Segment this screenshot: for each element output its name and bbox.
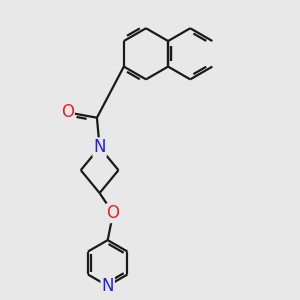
Text: O: O xyxy=(61,103,74,121)
Text: N: N xyxy=(101,277,114,295)
Text: O: O xyxy=(106,204,120,222)
Text: N: N xyxy=(93,138,106,156)
